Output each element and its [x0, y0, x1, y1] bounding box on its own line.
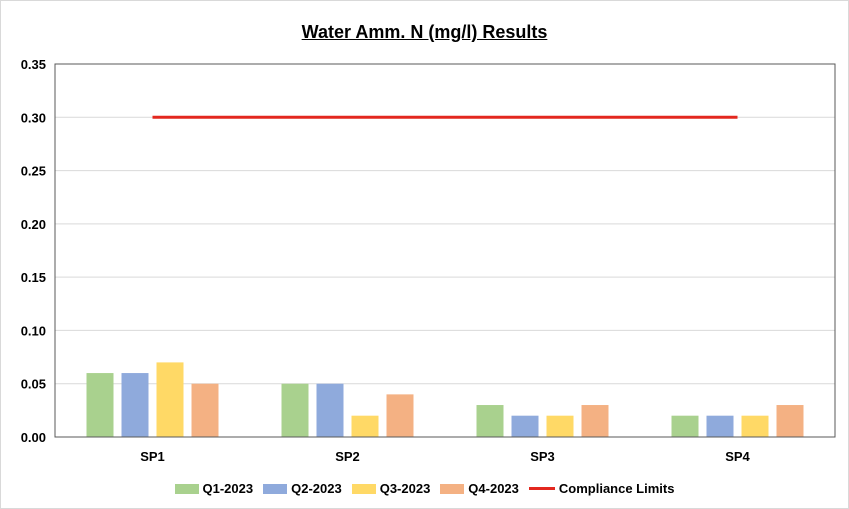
- legend-item: Q2-2023: [263, 481, 342, 496]
- y-tick-label: 0.15: [21, 270, 46, 285]
- bar: [581, 405, 609, 437]
- x-tick-label: SP1: [140, 449, 165, 464]
- legend-label: Q3-2023: [379, 481, 431, 496]
- y-tick-label: 0.25: [21, 164, 46, 179]
- bar: [741, 415, 769, 437]
- bar: [316, 383, 344, 437]
- bar: [351, 415, 379, 437]
- y-tick-label: 0.20: [21, 217, 46, 232]
- legend-item: Q4-2023: [440, 481, 519, 496]
- legend-swatch: [174, 483, 199, 494]
- bar: [706, 415, 734, 437]
- bar: [191, 383, 219, 437]
- x-tick-label: SP2: [335, 449, 360, 464]
- bar: [121, 373, 149, 437]
- legend: Q1-2023 Q2-2023 Q3-2023 Q4-2023 Compliance L…: [0, 481, 849, 496]
- bar: [776, 405, 804, 437]
- legend-item: Q1-2023: [174, 481, 254, 496]
- legend-label: Q2-2023: [291, 481, 342, 496]
- legend-label: Q1-2023: [202, 481, 254, 496]
- bar: [476, 405, 504, 437]
- y-tick-label: 0.00: [21, 430, 46, 445]
- chart-title: Water Amm. N (mg/l) Results: [301, 22, 548, 42]
- legend-swatch: [263, 483, 288, 494]
- x-tick-label: SP3: [530, 449, 555, 464]
- bar: [156, 362, 184, 437]
- bar: [386, 394, 414, 437]
- bar: [86, 373, 114, 437]
- bar: [511, 415, 539, 437]
- legend-swatch: [440, 483, 465, 494]
- bar: [281, 383, 309, 437]
- y-tick-label: 0.30: [21, 110, 46, 125]
- legend-label: Q4-2023: [468, 481, 519, 496]
- y-tick-label: 0.35: [21, 57, 46, 72]
- y-tick-label: 0.05: [21, 377, 46, 392]
- legend-label: Compliance Limits: [558, 481, 675, 496]
- y-tick-label: 0.10: [21, 323, 46, 338]
- x-tick-label: SP4: [725, 449, 750, 464]
- legend-swatch: [351, 483, 376, 494]
- bar: [671, 415, 699, 437]
- bar: [546, 415, 574, 437]
- legend-item: Q3-2023: [351, 481, 431, 496]
- legend-item: Compliance Limits: [528, 481, 675, 496]
- legend-swatch: [528, 487, 555, 490]
